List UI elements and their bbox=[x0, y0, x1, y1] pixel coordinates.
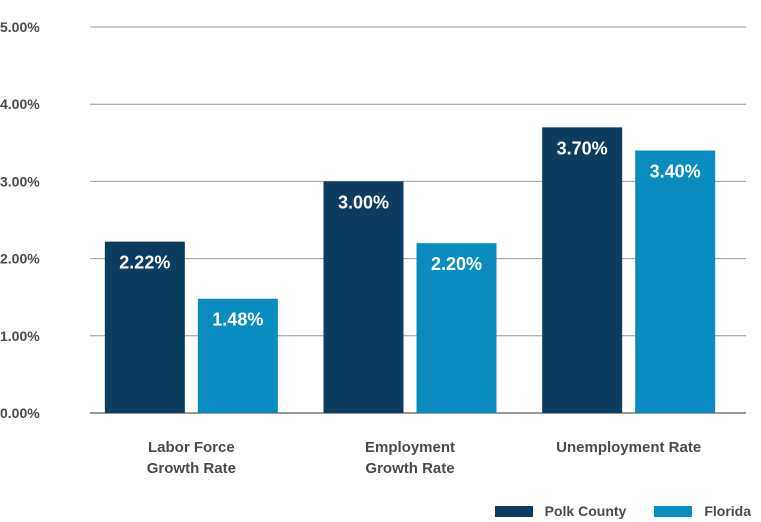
x-tick-label: Employment bbox=[365, 439, 455, 456]
bar-polk-county bbox=[104, 241, 185, 413]
y-tick-label: 0.00% bbox=[0, 405, 40, 421]
legend-item-florida: Florida bbox=[654, 503, 751, 519]
data-label: 1.48% bbox=[212, 310, 263, 330]
legend-label-florida: Florida bbox=[704, 503, 751, 519]
bars bbox=[104, 127, 716, 414]
data-label: 3.70% bbox=[557, 138, 608, 158]
x-tick-label: Labor Force bbox=[148, 439, 235, 456]
bar-polk-county bbox=[542, 127, 623, 414]
legend-item-polk: Polk County bbox=[494, 503, 627, 519]
bar-florida bbox=[635, 150, 716, 413]
x-tick-label: Growth Rate bbox=[147, 460, 236, 477]
y-axis-ticks: 0.00% 1.00% 2.00% 3.00% 4.00% 5.00% bbox=[0, 19, 40, 421]
y-tick-label: 3.00% bbox=[0, 173, 40, 189]
data-labels: 2.22% 1.48% 3.00% 2.20% 3.70% 3.40% bbox=[119, 138, 700, 329]
x-tick-label: Unemployment Rate bbox=[556, 439, 701, 456]
legend-swatch-polk bbox=[494, 505, 533, 517]
data-label: 3.00% bbox=[338, 192, 389, 212]
data-label: 3.40% bbox=[650, 162, 701, 182]
y-tick-label: 2.00% bbox=[0, 251, 40, 267]
x-axis-labels: Labor Force Growth Rate Employment Growth R… bbox=[147, 439, 701, 477]
bar-florida bbox=[416, 243, 497, 413]
x-tick-label: Growth Rate bbox=[365, 460, 454, 477]
legend-label-polk: Polk County bbox=[544, 503, 627, 519]
y-tick-label: 1.00% bbox=[0, 328, 40, 344]
y-tick-label: 4.00% bbox=[0, 96, 40, 112]
bar-polk-county bbox=[323, 181, 404, 413]
bar-chart: 0.00% 1.00% 2.00% 3.00% 4.00% 5.00% 2.22% 1.48… bbox=[0, 19, 746, 477]
bar-florida bbox=[197, 298, 278, 413]
legend-swatch-florida bbox=[654, 505, 693, 517]
data-label: 2.20% bbox=[431, 254, 482, 274]
data-label: 2.22% bbox=[119, 253, 170, 273]
legend: Polk County Florida bbox=[494, 500, 751, 522]
y-tick-label: 5.00% bbox=[0, 19, 40, 35]
